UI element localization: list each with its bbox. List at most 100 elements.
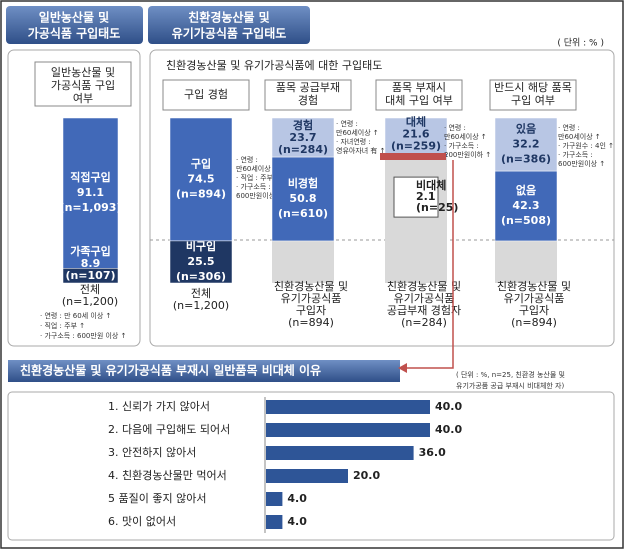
header-box: [489, 79, 577, 111]
reason-bar: [266, 469, 348, 483]
column-note: · 가구소득 :: [558, 150, 593, 159]
segment-n: (n=610): [278, 207, 328, 220]
column-note: 만60세이상 ↑: [336, 128, 379, 137]
reason-label: 5 품질이 좋지 않아서: [108, 492, 206, 505]
left-title: 가공식품 구입: [51, 79, 115, 92]
column-header: 구입 여부: [511, 94, 555, 107]
segment-name: 없음: [516, 184, 536, 197]
reason-value: 36.0: [419, 446, 446, 459]
segment-value: 23.7: [289, 131, 316, 144]
segment-name: 비경험: [288, 176, 318, 190]
highlight: [380, 153, 446, 160]
column-footer: 친환경농산물 및: [274, 280, 348, 293]
right-title: 친환경농산물 및 유기가공식품에 대한 구입태도: [166, 59, 382, 72]
reasons-title: 친환경농산물 및 유기가공식품 부재시 일반품목 비대체 이유: [20, 363, 321, 378]
tab-text: 가공식품 구입태도: [28, 26, 121, 41]
segment-name: 있음: [516, 123, 536, 136]
segment-value: 50.8: [289, 192, 316, 205]
segment-name: 구입: [191, 157, 211, 170]
segment-n: (n=25): [416, 201, 458, 214]
column-note: · 연령 :: [444, 124, 466, 132]
segment-value: 91.1: [77, 186, 104, 199]
reason-value: 4.0: [287, 492, 307, 505]
left-title: 일반농산물 및: [51, 65, 115, 79]
segment-value: 21.6: [402, 128, 429, 141]
reason-value: 20.0: [353, 469, 380, 482]
segment-n: (n=1,093): [60, 201, 122, 214]
column-header: 품목 부재시: [392, 81, 446, 94]
column-footer: 유기가공식품: [281, 292, 342, 305]
column-note: 만60세이상 ↑: [558, 132, 601, 141]
segment-value: 74.5: [187, 172, 214, 185]
segment-name: 가족구입: [70, 244, 110, 258]
reasons-title-bar: [8, 360, 400, 382]
column-note: 만60세이상 ↑: [236, 164, 279, 173]
column-note: 600만원이상 ↑: [558, 159, 605, 168]
column-header: 경험: [298, 94, 318, 107]
reasons-note: ( 단위 : %, n=25, 친환경 농산물 및: [456, 370, 565, 379]
segment-n: (n=306): [176, 270, 226, 283]
column-note: · 직업 : 주부 ↑: [236, 173, 281, 182]
segment-value: 42.3: [512, 199, 539, 212]
bar-segment: [169, 117, 233, 242]
left-title: 여부: [73, 92, 93, 105]
column-footer: (n=894): [511, 316, 557, 329]
column-footer: 구입자: [519, 304, 549, 317]
column-note: · 연령 :: [236, 156, 258, 164]
column-footer: 구입자: [296, 304, 326, 317]
segment-name: 비구입: [186, 239, 216, 253]
header-box: [162, 79, 250, 111]
reason-bar: [266, 423, 430, 437]
column-footer: 공급부재 경험자: [387, 304, 461, 317]
reason-value: 40.0: [435, 423, 462, 436]
column-footer: 전체: [191, 287, 211, 300]
column-note: · 자녀연령 :: [336, 137, 371, 146]
arrow-line: [404, 160, 454, 369]
left-title-box: [34, 61, 132, 107]
column-footer: 유기가공식품: [394, 292, 455, 305]
column-note: · 가구소득 :: [444, 141, 479, 150]
column-header: 대체 구입 여부: [385, 94, 453, 107]
header-box: [264, 79, 352, 111]
column-note: · 연령 :: [336, 120, 358, 128]
bar-segment: [271, 156, 335, 242]
column-footer: (n=284): [401, 316, 447, 329]
bar-segment: [494, 117, 558, 172]
segment-value: 2.1: [416, 190, 436, 203]
segment-name: 대체: [406, 115, 426, 129]
column-footer: 친환경농산물 및: [497, 280, 571, 293]
reason-label: 6. 맛이 없어서: [108, 515, 176, 528]
reason-bar: [266, 515, 283, 529]
bar-segment: [62, 117, 119, 269]
column-note: · 가구소득 :: [236, 182, 271, 191]
tab-left: [6, 6, 143, 44]
bar-segment: [62, 268, 119, 284]
column-header: 반드시 해당 품목: [494, 80, 572, 94]
segment-n: (n=894): [176, 187, 226, 200]
segment-value: 8.9: [81, 257, 101, 270]
column-note: 영유아자녀 有 ↑: [336, 146, 386, 155]
column-note: 만60세이상 ↑: [444, 132, 487, 141]
reason-label: 3. 안전하지 않아서: [108, 445, 196, 459]
tab-right: [148, 6, 310, 44]
unit: ( 단위 : % ): [557, 38, 604, 49]
reason-value: 4.0: [287, 515, 307, 528]
left-note: · 가구소득 : 600만원 이상 ↑: [40, 331, 126, 340]
segment-name: 비대체: [416, 178, 446, 192]
left-footer: (n=1,200): [62, 295, 118, 308]
column-note: · 가구원수 : 4인 ↑: [558, 141, 614, 150]
column-footer: (n=1,200): [173, 299, 229, 312]
segment-value: 32.2: [512, 138, 539, 151]
tab-text: 친환경농산물 및: [188, 10, 269, 25]
column-footer: 친환경농산물 및: [387, 280, 461, 293]
column-header: 품목 공급부재: [276, 81, 340, 94]
segment-n: (n=284): [278, 143, 328, 156]
left-footer: 전체: [80, 283, 100, 296]
arrow-head: [398, 363, 407, 373]
reason-bar: [266, 446, 414, 460]
segment-n: (n=259): [391, 140, 441, 153]
bar-segment: [494, 170, 558, 242]
column-note: 600만원이상 ↑: [236, 191, 283, 200]
